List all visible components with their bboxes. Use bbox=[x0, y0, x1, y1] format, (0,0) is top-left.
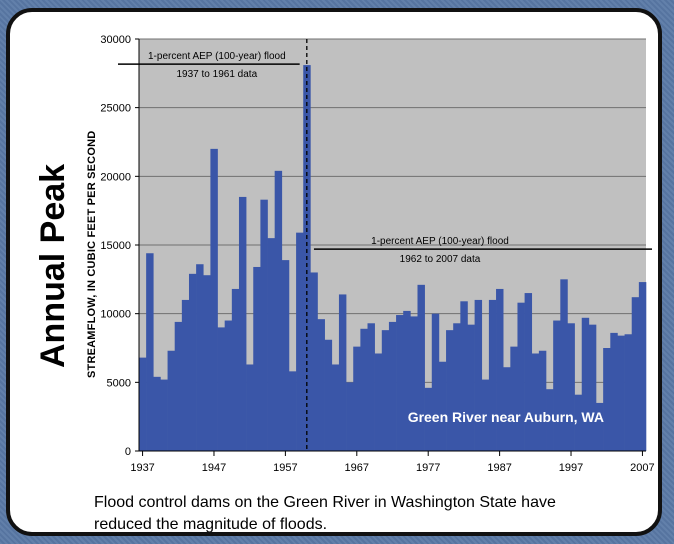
x-tick-label: 1937 bbox=[130, 462, 154, 474]
bar bbox=[367, 323, 375, 451]
bar bbox=[331, 364, 340, 451]
bar bbox=[167, 350, 176, 451]
bar bbox=[360, 328, 368, 451]
chart: 0 5000 10000 15000 20000 25000 30000 1937 1947 19… bbox=[100, 34, 654, 474]
bar bbox=[253, 266, 261, 451]
bar bbox=[553, 320, 561, 451]
bar bbox=[246, 364, 254, 451]
bar bbox=[467, 324, 475, 451]
caption: Flood control dams on the Green River in… bbox=[94, 494, 556, 533]
bar bbox=[474, 299, 483, 451]
bar bbox=[196, 264, 204, 451]
bar bbox=[574, 394, 583, 451]
x-tick-label: 1987 bbox=[487, 462, 511, 474]
y-tick-label: 20000 bbox=[100, 171, 131, 183]
bar bbox=[260, 199, 268, 451]
bar bbox=[453, 323, 461, 451]
bar bbox=[403, 310, 411, 451]
bar bbox=[496, 288, 504, 451]
annotation-2-line2: 1962 to 2007 data bbox=[400, 254, 481, 265]
y-tick-label: 10000 bbox=[100, 309, 131, 321]
bar bbox=[596, 402, 604, 451]
bar bbox=[188, 273, 197, 451]
bar bbox=[231, 288, 240, 451]
bar bbox=[224, 320, 233, 451]
station-label: Green River near Auburn, WA bbox=[408, 409, 604, 425]
bar bbox=[267, 238, 275, 451]
x-tick-label: 1977 bbox=[416, 462, 440, 474]
bar bbox=[310, 272, 318, 451]
bar bbox=[338, 294, 347, 451]
y-tick-label: 5000 bbox=[107, 377, 131, 389]
bar bbox=[446, 330, 454, 451]
bar bbox=[238, 196, 247, 451]
bar bbox=[588, 324, 597, 451]
bar bbox=[581, 317, 590, 451]
bar bbox=[146, 253, 154, 451]
bar bbox=[503, 367, 511, 451]
bar bbox=[610, 332, 618, 451]
y-tick-label: 30000 bbox=[100, 34, 131, 46]
x-tick-label: 1967 bbox=[345, 462, 369, 474]
x-tick-label: 2007 bbox=[630, 462, 654, 474]
bar bbox=[160, 379, 168, 451]
bar bbox=[481, 379, 490, 451]
bar bbox=[153, 376, 161, 451]
x-tick-label: 1947 bbox=[202, 462, 226, 474]
bar bbox=[567, 323, 575, 451]
bar bbox=[346, 382, 354, 451]
x-tick-label: 1997 bbox=[559, 462, 583, 474]
bar bbox=[388, 321, 397, 451]
bar bbox=[431, 313, 440, 451]
bar bbox=[438, 361, 447, 451]
bar bbox=[546, 389, 554, 451]
bar bbox=[296, 232, 304, 451]
bar bbox=[631, 297, 640, 451]
bar bbox=[638, 282, 647, 451]
y-tick-label: 0 bbox=[125, 446, 131, 458]
bar bbox=[417, 284, 425, 451]
bar bbox=[353, 346, 361, 451]
bar bbox=[317, 319, 325, 451]
bar bbox=[488, 299, 497, 451]
bar bbox=[560, 279, 568, 451]
bar bbox=[374, 353, 383, 451]
bar bbox=[139, 357, 147, 451]
bar bbox=[524, 293, 533, 451]
bar bbox=[617, 335, 625, 451]
bar bbox=[181, 299, 190, 451]
annotation-1-line2: 1937 to 1961 data bbox=[177, 69, 258, 80]
bar bbox=[410, 316, 418, 451]
bar bbox=[324, 339, 333, 451]
bar bbox=[203, 275, 211, 451]
bar bbox=[396, 315, 404, 451]
y-tick-label: 25000 bbox=[100, 103, 131, 115]
bar bbox=[603, 348, 611, 451]
bar bbox=[510, 346, 518, 451]
bar bbox=[624, 334, 633, 451]
annotation-2-line1: 1-percent AEP (100-year) flood bbox=[371, 236, 509, 247]
x-tick-label: 1957 bbox=[273, 462, 297, 474]
bar bbox=[531, 353, 540, 451]
bar bbox=[424, 387, 433, 451]
bar bbox=[281, 260, 290, 451]
annotation-1-line1: 1-percent AEP (100-year) flood bbox=[148, 51, 286, 62]
bar bbox=[217, 327, 225, 451]
bar bbox=[274, 170, 283, 451]
bar bbox=[517, 302, 525, 451]
bar bbox=[381, 330, 390, 451]
bar bbox=[538, 350, 547, 451]
figure-card: Annual Peak STREAMFLOW, IN CUBIC FEET PE… bbox=[6, 8, 662, 536]
y-tick-label: 15000 bbox=[100, 240, 131, 252]
bar bbox=[288, 371, 297, 451]
bar bbox=[210, 148, 218, 451]
bar bbox=[174, 321, 183, 451]
bar bbox=[460, 301, 468, 451]
